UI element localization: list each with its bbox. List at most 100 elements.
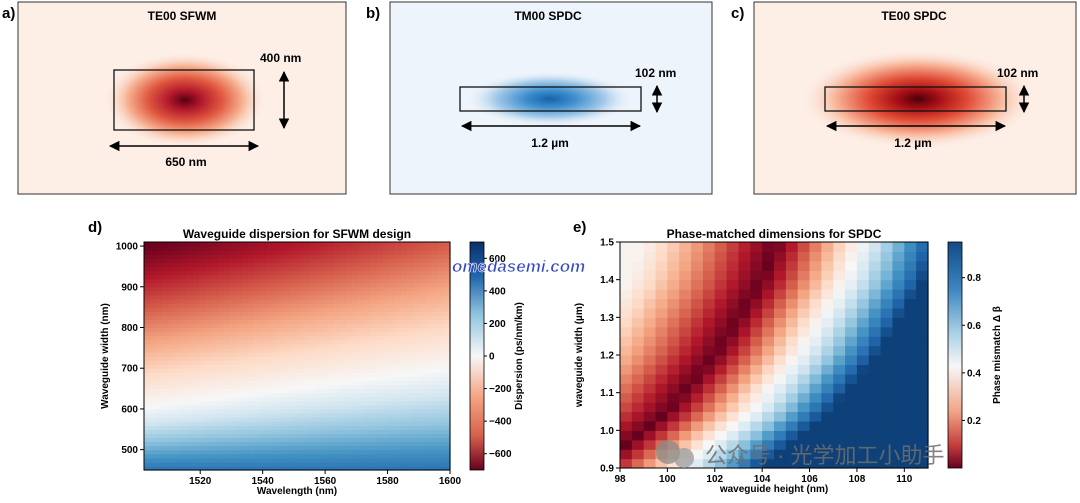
heatmap-cell [833,289,846,300]
heatmap-cell [916,298,929,309]
heatmap-cell [229,429,237,434]
heatmap-cell [297,282,304,288]
heatmap-cell [339,388,347,394]
heatmap-cell [821,364,834,375]
heatmap-cell [205,331,212,337]
heatmap-cell [260,274,267,280]
heatmap-cell [702,298,716,309]
heatmap-cell [714,307,728,318]
heatmap-cell [223,286,231,292]
heatmap-cell [750,449,763,460]
heatmap-cell [168,339,176,345]
heatmap-cell [370,327,378,333]
heatmap-cell [192,323,200,329]
heatmap-cell [431,437,439,443]
heatmap-cell [211,262,219,268]
heatmap-cell [631,373,645,384]
heatmap-cell [339,445,347,451]
heatmap-cell [144,437,151,443]
heatmap-cell [413,437,420,443]
heatmap-cell [272,396,280,402]
heatmap-cell [643,383,657,394]
heatmap-cell [144,335,151,341]
heatmap-cell [199,311,206,316]
heatmap-cell [762,373,775,384]
heatmap-cell [199,384,206,390]
heatmap-cell [443,347,451,353]
colorbar-label: Phase mismatch Δ β [992,306,1003,404]
heatmap-cell [297,408,304,414]
heatmap-cell [376,429,384,434]
heatmap-cell [309,368,316,373]
heatmap-cell [358,303,365,308]
heatmap-cell [241,356,249,361]
heatmap-cell [714,270,728,281]
heatmap-cell [290,323,298,329]
heatmap-cell [370,421,378,426]
heatmap-cell [272,250,280,255]
heatmap-cell [655,402,668,413]
heatmap-cell [821,289,834,300]
heatmap-cell [168,376,176,382]
heatmap-cell [785,402,799,413]
heatmap-cell [333,278,341,284]
heatmap-cell [156,396,163,402]
heatmap-cell [309,457,316,463]
heatmap-cell [205,319,212,325]
heatmap-cell [352,433,359,439]
heatmap-cell [150,437,157,443]
heatmap-cell [174,246,182,251]
heatmap-cell [180,343,188,349]
heatmap-cell [738,326,751,337]
heatmap-cell [382,294,390,300]
heatmap-cell [321,311,329,316]
heatmap-cell [229,282,237,288]
heatmap-cell [144,327,151,333]
heatmap-cell [358,372,365,377]
heatmap-cell [162,278,170,284]
heatmap-cell [272,421,280,426]
heatmap-cell [388,404,396,410]
heatmap-cell [199,270,206,276]
heatmap-cell [333,299,341,304]
heatmap-cell [309,294,316,300]
heatmap-cell [785,364,799,375]
heatmap-cell [254,404,261,410]
heatmap-cell [437,392,445,398]
heatmap-cell [376,290,384,296]
heatmap-cell [376,376,384,382]
heatmap-cell [217,254,225,259]
heatmap-cell [266,274,274,280]
heatmap-cell [726,289,740,300]
heatmap-cell [150,421,157,426]
heatmap-cell [364,274,372,280]
heatmap-cell [382,465,390,471]
heatmap-cell [750,289,763,300]
heatmap-cell [272,323,280,329]
heatmap-cell [192,400,200,406]
colorbar-tick-label: 200 [489,319,506,330]
heatmap-cell [315,250,323,255]
heatmap-cell [327,429,335,434]
heatmap-cell [643,430,657,441]
heatmap-cell [413,347,420,353]
heatmap-cell [339,461,347,467]
heatmap-cell [345,303,353,308]
heatmap-cell [376,327,384,333]
heatmap-cell [437,290,445,296]
heatmap-cell [407,258,414,263]
heatmap-cell [254,413,261,418]
heatmap-cell [205,274,212,280]
heatmap-cell [352,323,359,329]
heatmap-cell [284,339,292,345]
heatmap-cell [667,298,680,309]
heatmap-cell [309,282,316,288]
heatmap-cell [364,282,372,288]
heatmap-cell [297,274,304,280]
heatmap-cell [278,262,286,268]
heatmap-cell [904,260,917,271]
heatmap-cell [223,343,231,349]
heatmap-cell [643,420,657,431]
heatmap-cell [327,400,335,406]
heatmap-cell [868,402,882,413]
